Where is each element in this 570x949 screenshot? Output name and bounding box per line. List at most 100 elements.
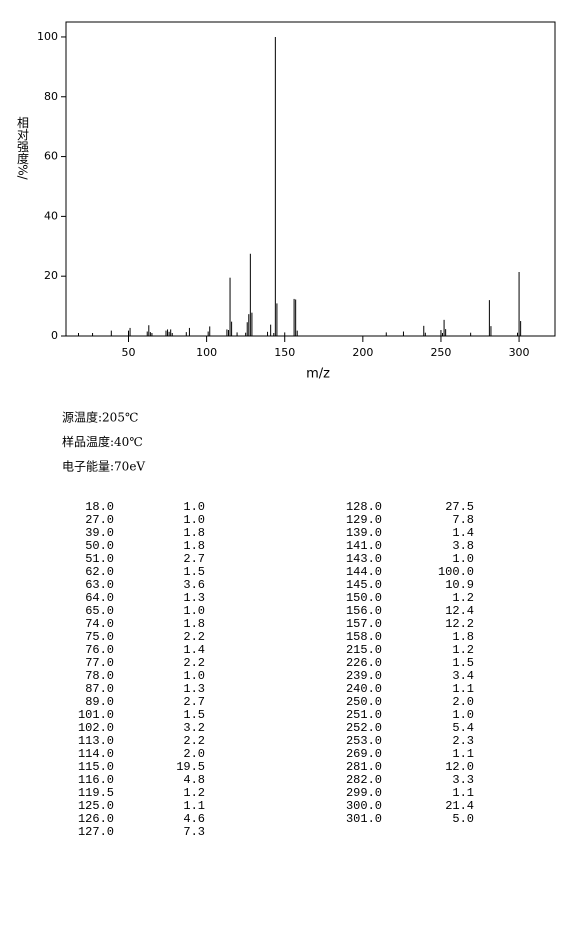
x-tick-label: 300 <box>509 346 530 359</box>
intensity-cell: 1.0 <box>183 513 205 527</box>
y-tick-label: 80 <box>44 90 58 103</box>
intensity-cell: 1.0 <box>452 552 474 566</box>
intensity-cell: 2.0 <box>452 695 474 709</box>
mz-cell: 87.0 <box>85 682 114 696</box>
mz-cell: 239.0 <box>346 669 382 683</box>
mz-cell: 253.0 <box>346 734 382 748</box>
mz-cell: 27.0 <box>85 513 114 527</box>
mz-cell: 282.0 <box>346 773 382 787</box>
mz-cell: 101.0 <box>78 708 114 722</box>
mz-cell: 50.0 <box>85 539 114 553</box>
intensity-cell: 2.2 <box>183 656 205 670</box>
intensity-cell: 1.4 <box>452 526 474 540</box>
intensity-cell: 2.7 <box>183 552 205 566</box>
mz-cell: 51.0 <box>85 552 114 566</box>
mz-cell: 115.0 <box>78 760 114 774</box>
condition: 源温度:205℃ <box>62 410 138 425</box>
y-tick-label: 20 <box>44 269 58 282</box>
intensity-cell: 12.4 <box>445 604 474 618</box>
condition: 样品温度:40℃ <box>62 434 143 449</box>
y-tick-label: 100 <box>37 30 58 43</box>
intensity-cell: 1.8 <box>183 539 205 553</box>
intensity-cell: 10.9 <box>445 578 474 592</box>
y-axis-label: 相对强度%/ <box>16 116 30 181</box>
mz-cell: 145.0 <box>346 578 382 592</box>
intensity-cell: 7.3 <box>183 825 205 839</box>
mz-cell: 78.0 <box>85 669 114 683</box>
mz-cell: 300.0 <box>346 799 382 813</box>
mz-cell: 116.0 <box>78 773 114 787</box>
intensity-cell: 1.1 <box>452 786 474 800</box>
mz-cell: 156.0 <box>346 604 382 618</box>
mz-cell: 281.0 <box>346 760 382 774</box>
mz-cell: 126.0 <box>78 812 114 826</box>
intensity-cell: 1.1 <box>452 747 474 761</box>
intensity-cell: 12.0 <box>445 760 474 774</box>
intensity-cell: 12.2 <box>445 617 474 631</box>
mz-cell: 144.0 <box>346 565 382 579</box>
mz-cell: 250.0 <box>346 695 382 709</box>
intensity-cell: 1.8 <box>452 630 474 644</box>
mz-cell: 127.0 <box>78 825 114 839</box>
mz-cell: 143.0 <box>346 552 382 566</box>
intensity-cell: 1.0 <box>452 708 474 722</box>
x-tick-label: 100 <box>196 346 217 359</box>
mz-cell: 76.0 <box>85 643 114 657</box>
intensity-cell: 2.7 <box>183 695 205 709</box>
intensity-cell: 1.1 <box>452 682 474 696</box>
mz-cell: 64.0 <box>85 591 114 605</box>
mz-cell: 158.0 <box>346 630 382 644</box>
intensity-cell: 1.2 <box>452 591 474 605</box>
mz-cell: 62.0 <box>85 565 114 579</box>
mz-cell: 39.0 <box>85 526 114 540</box>
intensity-cell: 3.2 <box>183 721 205 735</box>
intensity-cell: 1.5 <box>452 656 474 670</box>
intensity-cell: 1.8 <box>183 617 205 631</box>
intensity-cell: 3.3 <box>452 773 474 787</box>
mz-cell: 129.0 <box>346 513 382 527</box>
intensity-cell: 1.1 <box>183 799 205 813</box>
mz-cell: 157.0 <box>346 617 382 631</box>
x-tick-label: 150 <box>274 346 295 359</box>
mz-cell: 119.5 <box>78 786 114 800</box>
intensity-cell: 1.0 <box>183 500 205 514</box>
plot-frame <box>65 21 556 337</box>
intensity-cell: 4.6 <box>183 812 205 826</box>
mz-cell: 139.0 <box>346 526 382 540</box>
intensity-cell: 2.2 <box>183 734 205 748</box>
intensity-cell: 3.8 <box>452 539 474 553</box>
mz-cell: 299.0 <box>346 786 382 800</box>
intensity-cell: 4.8 <box>183 773 205 787</box>
intensity-cell: 1.5 <box>183 708 205 722</box>
intensity-cell: 1.3 <box>183 591 205 605</box>
y-tick-label: 0 <box>51 329 58 342</box>
mz-cell: 240.0 <box>346 682 382 696</box>
condition: 电子能量:70eV <box>62 460 145 474</box>
intensity-cell: 2.0 <box>183 747 205 761</box>
intensity-cell: 2.2 <box>183 630 205 644</box>
intensity-cell: 1.0 <box>183 604 205 618</box>
intensity-cell: 27.5 <box>445 500 474 514</box>
intensity-cell: 1.2 <box>452 643 474 657</box>
mz-cell: 215.0 <box>346 643 382 657</box>
mz-cell: 226.0 <box>346 656 382 670</box>
x-tick-label: 200 <box>352 346 373 359</box>
intensity-cell: 3.6 <box>183 578 205 592</box>
intensity-cell: 21.4 <box>445 799 474 813</box>
mz-cell: 251.0 <box>346 708 382 722</box>
mz-cell: 102.0 <box>78 721 114 735</box>
intensity-cell: 19.5 <box>176 760 205 774</box>
mz-cell: 141.0 <box>346 539 382 553</box>
mz-cell: 75.0 <box>85 630 114 644</box>
x-tick-label: 50 <box>121 346 135 359</box>
intensity-cell: 1.0 <box>183 669 205 683</box>
mz-cell: 113.0 <box>78 734 114 748</box>
mz-cell: 65.0 <box>85 604 114 618</box>
intensity-cell: 100.0 <box>438 565 474 579</box>
mz-cell: 63.0 <box>85 578 114 592</box>
x-tick-label: 250 <box>430 346 451 359</box>
mz-cell: 89.0 <box>85 695 114 709</box>
intensity-cell: 1.3 <box>183 682 205 696</box>
intensity-cell: 1.5 <box>183 565 205 579</box>
